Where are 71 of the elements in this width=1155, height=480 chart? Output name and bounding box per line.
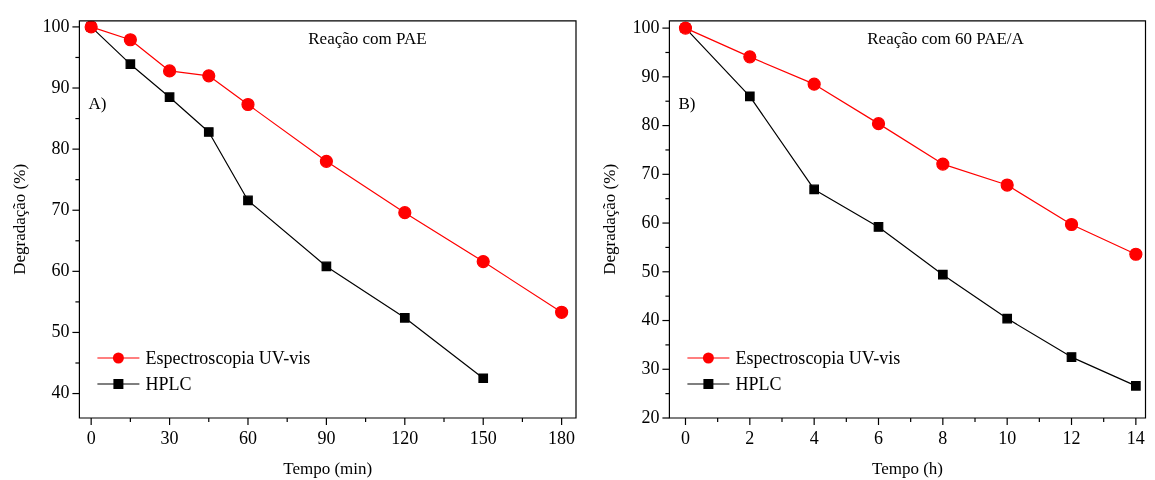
point bbox=[809, 184, 819, 195]
x-tick-label: 90 bbox=[317, 427, 336, 448]
point bbox=[1129, 247, 1143, 261]
point bbox=[1064, 217, 1079, 232]
y-tick-label: 30 bbox=[641, 358, 660, 378]
y-tick-label: 90 bbox=[641, 65, 660, 86]
point bbox=[399, 312, 410, 323]
y-tick-label: 100 bbox=[632, 16, 660, 37]
annotation: Reação com 60 PAE/A bbox=[867, 28, 1025, 48]
x-tick-label: 150 bbox=[469, 427, 497, 448]
x-tick-label: 60 bbox=[238, 427, 257, 448]
point bbox=[555, 305, 569, 319]
point bbox=[476, 254, 490, 269]
x-tick-label: 12 bbox=[1062, 427, 1081, 448]
x-axis-title: Tempo (min) bbox=[283, 459, 373, 479]
point bbox=[243, 195, 253, 206]
x-tick-label: 14 bbox=[1126, 427, 1145, 448]
x-tick-label: 120 bbox=[391, 427, 419, 448]
x-tick-label: 10 bbox=[998, 427, 1017, 448]
annotation: B) bbox=[678, 93, 696, 113]
point bbox=[164, 92, 175, 103]
y-axis-title: Degradação (%) bbox=[9, 163, 29, 275]
x-tick-label: 4 bbox=[809, 427, 819, 448]
point bbox=[241, 97, 255, 112]
point bbox=[743, 50, 757, 64]
x-tick-label: 2 bbox=[745, 427, 755, 448]
point bbox=[398, 206, 412, 220]
point bbox=[873, 222, 884, 232]
point bbox=[871, 117, 886, 131]
annotation: Reação com PAE bbox=[308, 28, 427, 48]
legend-label: HPLC bbox=[145, 373, 192, 394]
y-tick-label: 90 bbox=[51, 76, 70, 97]
point bbox=[125, 59, 136, 70]
y-tick-label: 50 bbox=[51, 321, 70, 342]
legend-label: HPLC bbox=[735, 373, 782, 394]
point bbox=[807, 77, 821, 91]
point bbox=[123, 33, 137, 47]
y-tick-label: 60 bbox=[51, 260, 70, 281]
point bbox=[203, 127, 214, 137]
x-tick-label: 180 bbox=[548, 427, 576, 448]
y-tick-label: 80 bbox=[641, 114, 660, 135]
y-axis-title: Degradação (%) bbox=[599, 163, 619, 275]
legend-label: Espectroscopia UV-vis bbox=[145, 347, 311, 368]
y-tick-label: 100 bbox=[42, 15, 70, 36]
point bbox=[1000, 178, 1014, 192]
x-tick-label: 8 bbox=[938, 427, 948, 448]
y-tick-label: 40 bbox=[51, 382, 70, 403]
point bbox=[1002, 313, 1013, 324]
x-tick-label: 0 bbox=[680, 427, 690, 448]
y-tick-label: 50 bbox=[641, 260, 660, 281]
point bbox=[478, 373, 489, 384]
legend-label: Espectroscopia UV-vis bbox=[735, 347, 901, 368]
x-tick-label: 30 bbox=[160, 427, 179, 448]
y-tick-label: 70 bbox=[641, 163, 660, 184]
y-tick-label: 40 bbox=[641, 309, 660, 330]
annotation: A) bbox=[88, 93, 107, 113]
x-axis-title: Tempo (h) bbox=[871, 459, 943, 479]
point bbox=[744, 91, 755, 102]
y-tick-label: 20 bbox=[641, 406, 660, 427]
y-tick-label: 60 bbox=[641, 211, 660, 232]
point bbox=[319, 154, 333, 168]
y-tick-label: 80 bbox=[51, 137, 70, 158]
point bbox=[936, 157, 950, 171]
point bbox=[202, 69, 216, 83]
y-tick-label: 70 bbox=[51, 198, 70, 219]
x-tick-label: 0 bbox=[86, 427, 96, 448]
point bbox=[1066, 352, 1077, 362]
x-tick-label: 6 bbox=[874, 427, 883, 448]
point bbox=[162, 64, 177, 78]
point bbox=[938, 269, 948, 280]
point bbox=[1131, 380, 1141, 391]
